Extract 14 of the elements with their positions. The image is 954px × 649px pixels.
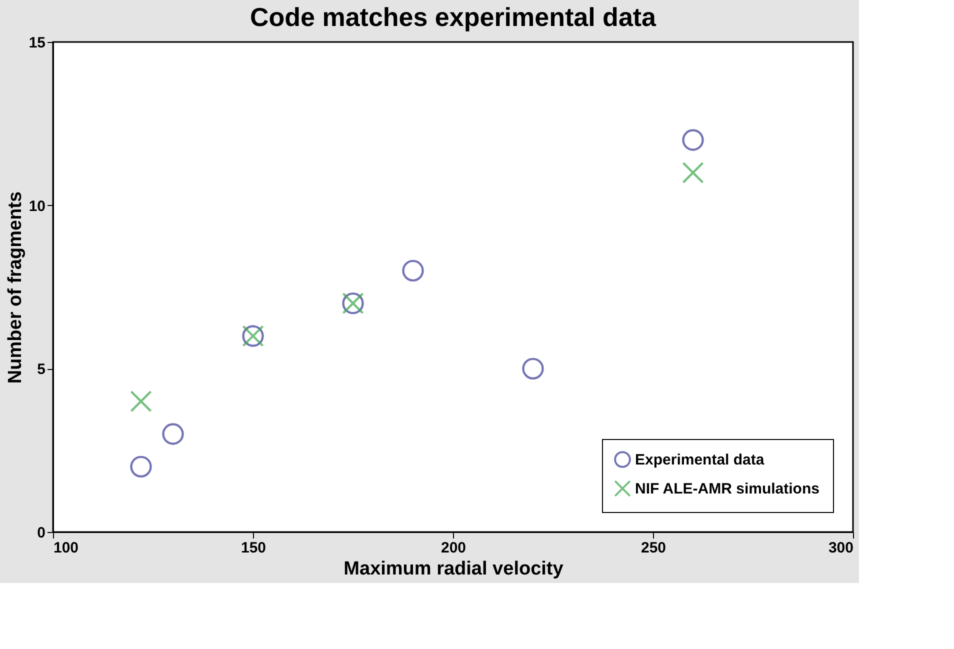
x-tick-label: 150: [240, 540, 266, 556]
chart-title: Code matches experimental data: [250, 2, 657, 32]
x-axis-title: Maximum radial velocity: [344, 558, 564, 580]
y-tick-label: 5: [37, 361, 46, 378]
x-tick-label: 200: [440, 540, 466, 556]
x-tick-label: 100: [54, 540, 79, 556]
legend-label: NIF ALE-AMR simulations: [635, 480, 820, 498]
legend-label: Experimental data: [635, 452, 765, 468]
y-tick-label: 10: [28, 198, 46, 215]
x-tick-label: 300: [828, 540, 854, 556]
y-axis-title: Number of fragments: [4, 191, 26, 384]
y-tick-label: 0: [37, 524, 46, 542]
x-tick-label: 250: [640, 540, 666, 556]
y-tick-label: 15: [28, 34, 46, 52]
